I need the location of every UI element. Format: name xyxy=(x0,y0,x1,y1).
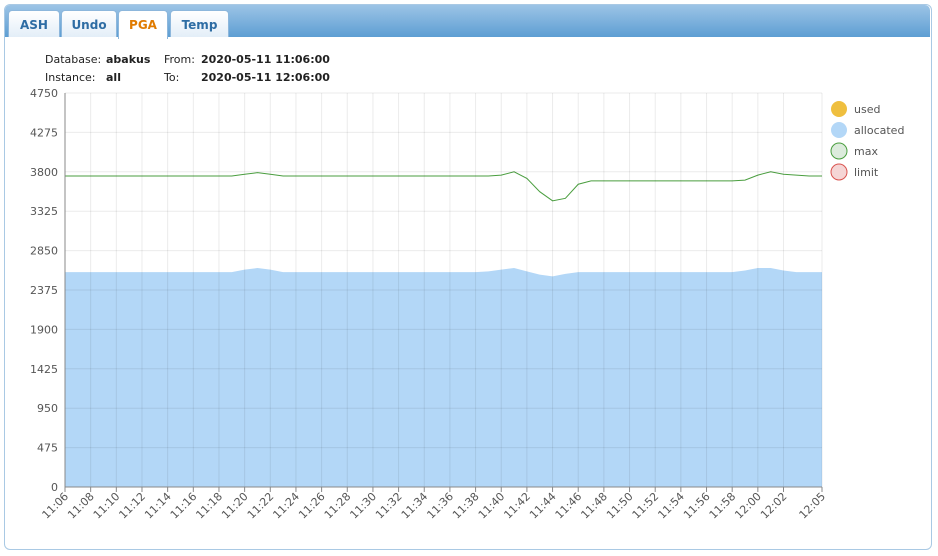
value: 2020-05-11 12:06:00 xyxy=(201,71,330,84)
y-tick-label: 4275 xyxy=(30,126,58,139)
x-tick-label: 12:05 xyxy=(797,490,829,522)
tab-active[interactable]: PGA xyxy=(118,10,168,39)
panel xyxy=(4,4,932,550)
legend-label: allocated xyxy=(854,124,904,137)
legend-swatch xyxy=(831,101,847,117)
x-tick-label: 11:10 xyxy=(91,490,123,522)
x-tick-label: 11:42 xyxy=(501,490,533,522)
x-tick-label: 11:34 xyxy=(399,490,431,522)
x-tick-label: 11:44 xyxy=(527,490,559,522)
x-tick-label: 11:52 xyxy=(630,490,662,522)
legend-swatch xyxy=(830,163,848,181)
y-tick-label: 2850 xyxy=(30,245,58,258)
label: From: xyxy=(164,53,195,66)
x-tick-label: 11:28 xyxy=(322,490,354,522)
x-tick-label: 11:22 xyxy=(245,490,277,522)
y-tick-label: 1425 xyxy=(30,363,58,376)
area xyxy=(65,268,822,487)
x-tick-label: 12:02 xyxy=(758,490,790,522)
label: To: xyxy=(164,71,180,84)
value: all xyxy=(106,71,121,84)
y-tick-label: 475 xyxy=(37,442,58,455)
x-tick-label: 11:20 xyxy=(219,490,251,522)
y-tick-label: 950 xyxy=(37,402,58,415)
y-tick-label: 1900 xyxy=(30,323,58,336)
y-tick-label: 2375 xyxy=(30,284,58,297)
x-tick-label: 11:16 xyxy=(168,490,200,522)
x-tick-label: 11:48 xyxy=(578,490,610,522)
tab[interactable]: Undo xyxy=(61,10,117,37)
value: abakus xyxy=(106,53,151,66)
x-tick-label: 11:26 xyxy=(296,490,328,522)
x-tick-label: 11:56 xyxy=(681,490,713,522)
x-tick-label: 11:14 xyxy=(142,490,174,522)
x-tick-label: 11:50 xyxy=(604,490,636,522)
legend-label: used xyxy=(854,103,880,116)
y-tick-label: 3800 xyxy=(30,166,58,179)
x-tick-label: 11:08 xyxy=(65,490,97,522)
legend-label: limit xyxy=(854,166,879,179)
x-tick-label: 11:24 xyxy=(270,490,302,522)
tab[interactable]: Temp xyxy=(170,10,229,37)
x-tick-label: 11:30 xyxy=(347,490,379,522)
x-tick-label: 11:06 xyxy=(40,490,72,522)
x-tick-label: 11:40 xyxy=(476,490,508,522)
x-tick-label: 11:54 xyxy=(655,490,687,522)
x-tick-label: 11:36 xyxy=(424,490,456,522)
legend-swatch xyxy=(830,142,848,160)
y-tick-label: 3325 xyxy=(30,205,58,218)
x-tick-label: 11:12 xyxy=(116,490,148,522)
x-tick-label: 11:46 xyxy=(553,490,585,522)
x-tick-label: 11:18 xyxy=(193,490,225,522)
value: 2020-05-11 11:06:00 xyxy=(201,53,330,66)
x-tick-label: 12:00 xyxy=(732,490,764,522)
y-tick-label: 4750 xyxy=(30,87,58,100)
tab[interactable]: ASH xyxy=(8,10,60,37)
legend-swatch xyxy=(831,122,847,138)
line xyxy=(65,171,822,202)
y-tick-label: 0 xyxy=(51,481,58,494)
label: Instance: xyxy=(45,71,96,84)
x-tick-label: 11:32 xyxy=(373,490,405,522)
label: Database: xyxy=(45,53,102,66)
x-tick-label: 11:58 xyxy=(707,490,739,522)
x-tick-label: 11:38 xyxy=(450,490,482,522)
legend-label: max xyxy=(854,145,878,158)
